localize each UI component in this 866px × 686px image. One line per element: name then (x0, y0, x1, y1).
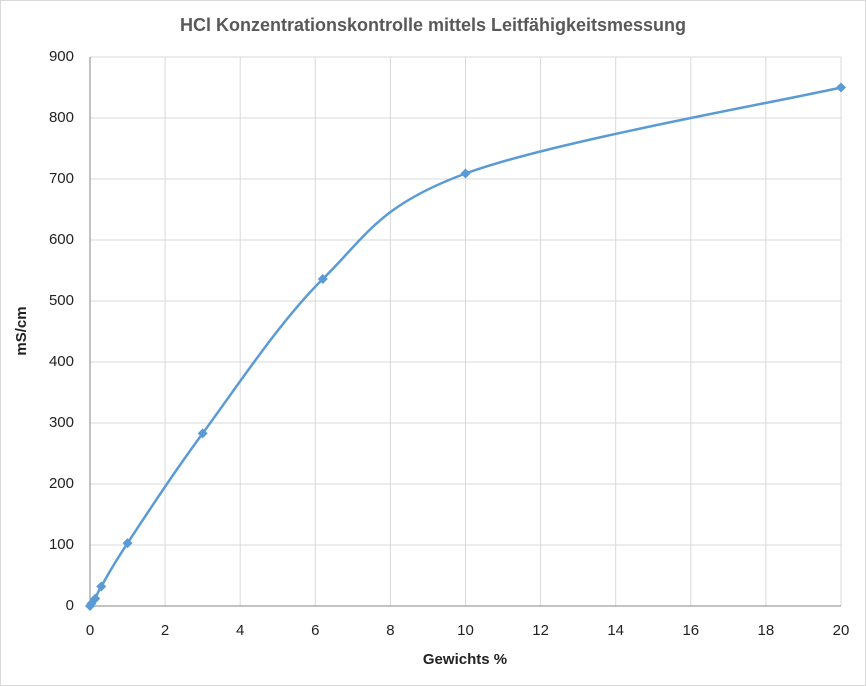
data-point (197, 428, 208, 439)
y-tick-label: 0 (66, 597, 74, 614)
x-tick-label: 4 (236, 622, 244, 639)
y-tick-label: 800 (49, 109, 74, 126)
data-point (317, 274, 328, 285)
x-tick-label: 12 (532, 622, 549, 639)
x-tick-label: 10 (457, 622, 474, 639)
data-point (90, 593, 101, 604)
y-tick-label: 500 (49, 292, 74, 309)
x-tick-label: 2 (161, 622, 169, 639)
x-tick-label: 16 (682, 622, 699, 639)
x-tick-label: 14 (607, 622, 624, 639)
y-tick-label: 600 (49, 231, 74, 248)
data-point (96, 581, 107, 592)
y-tick-label: 200 (49, 475, 74, 492)
x-axis-label: Gewichts % (423, 651, 507, 668)
y-tick-label: 900 (49, 48, 74, 65)
x-tick-label: 18 (758, 622, 775, 639)
data-point (460, 168, 471, 179)
x-tick-label: 6 (311, 622, 319, 639)
x-tick-label: 0 (86, 622, 94, 639)
y-tick-label: 400 (49, 353, 74, 370)
y-tick-label: 700 (49, 170, 74, 187)
y-tick-label: 300 (49, 414, 74, 431)
chart-title: HCl Konzentrationskontrolle mittels Leit… (180, 15, 686, 35)
x-tick-label: 20 (833, 622, 850, 639)
x-tick-label: 8 (386, 622, 394, 639)
y-axis-label: mS/cm (13, 306, 30, 355)
data-point (836, 82, 846, 93)
data-point (122, 538, 133, 549)
y-tick-label: 100 (49, 536, 74, 553)
